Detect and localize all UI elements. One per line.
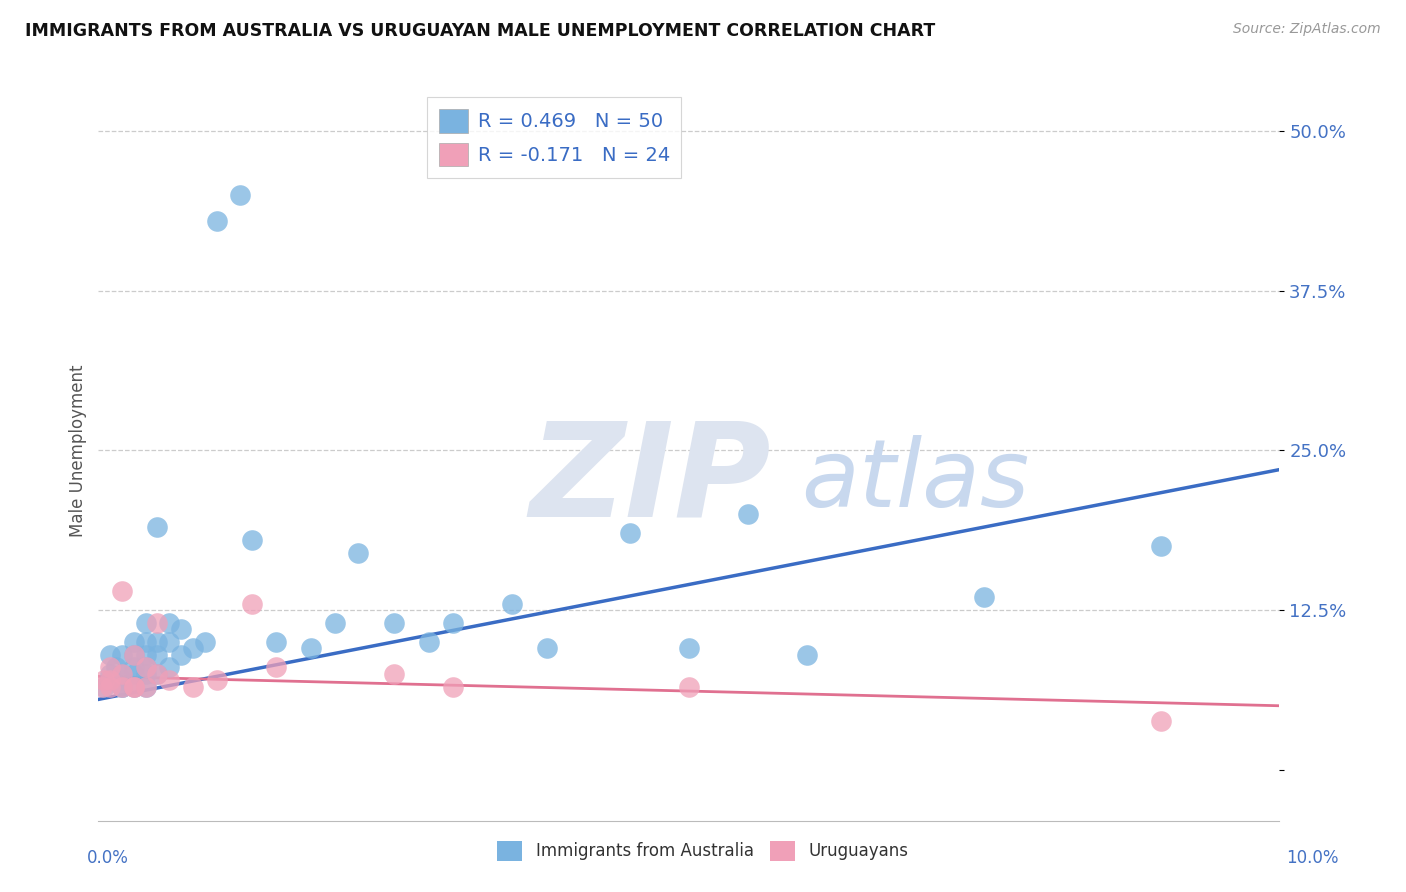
Point <box>146 666 169 681</box>
Point <box>93 673 115 688</box>
Point <box>146 635 169 649</box>
Point <box>441 615 464 630</box>
Point <box>98 673 121 688</box>
Point <box>98 660 121 674</box>
Point <box>111 680 134 694</box>
Point <box>194 635 217 649</box>
Point <box>91 680 114 694</box>
Point <box>678 641 700 656</box>
Y-axis label: Male Unemployment: Male Unemployment <box>69 364 87 537</box>
Point <box>619 526 641 541</box>
Text: IMMIGRANTS FROM AUSTRALIA VS URUGUAYAN MALE UNEMPLOYMENT CORRELATION CHART: IMMIGRANTS FROM AUSTRALIA VS URUGUAYAN M… <box>25 22 935 40</box>
Point <box>98 680 121 694</box>
Text: 10.0%: 10.0% <box>1286 849 1339 867</box>
Point <box>111 583 134 598</box>
Point <box>146 648 169 662</box>
Point <box>135 680 157 694</box>
Point <box>170 622 193 636</box>
Point <box>135 660 157 674</box>
Point <box>264 660 287 674</box>
Point <box>157 615 180 630</box>
Point <box>98 648 121 662</box>
Point <box>93 680 115 694</box>
Point <box>1150 539 1173 553</box>
Point <box>135 648 157 662</box>
Point <box>737 508 759 522</box>
Point <box>111 666 134 681</box>
Point <box>170 648 193 662</box>
Point <box>146 520 169 534</box>
Point <box>382 615 405 630</box>
Point <box>536 641 558 656</box>
Point <box>135 660 157 674</box>
Point <box>229 188 252 202</box>
Point <box>146 615 169 630</box>
Point <box>105 660 128 674</box>
Point <box>240 533 263 547</box>
Point <box>264 635 287 649</box>
Point <box>240 597 263 611</box>
Text: ZIP: ZIP <box>530 417 770 543</box>
Point <box>323 615 346 630</box>
Point <box>146 666 169 681</box>
Point <box>973 591 995 605</box>
Point <box>122 680 145 694</box>
Point <box>122 680 145 694</box>
Point <box>347 545 370 559</box>
Text: Source: ZipAtlas.com: Source: ZipAtlas.com <box>1233 22 1381 37</box>
Legend: Immigrants from Australia, Uruguayans: Immigrants from Australia, Uruguayans <box>491 834 915 868</box>
Point <box>122 660 145 674</box>
Point <box>205 213 228 227</box>
Point <box>157 660 180 674</box>
Point <box>111 648 134 662</box>
Point <box>135 635 157 649</box>
Point <box>157 673 180 688</box>
Point <box>122 648 145 662</box>
Point <box>122 680 145 694</box>
Point <box>111 666 134 681</box>
Point <box>382 666 405 681</box>
Point <box>157 635 180 649</box>
Point <box>122 666 145 681</box>
Point <box>111 680 134 694</box>
Point <box>205 673 228 688</box>
Point <box>678 680 700 694</box>
Point <box>796 648 818 662</box>
Point <box>441 680 464 694</box>
Point <box>299 641 322 656</box>
Point <box>111 673 134 688</box>
Point <box>418 635 440 649</box>
Point <box>1150 714 1173 728</box>
Point <box>122 635 145 649</box>
Point <box>122 648 145 662</box>
Point <box>135 680 157 694</box>
Point <box>181 680 204 694</box>
Point <box>98 673 121 688</box>
Point <box>135 666 157 681</box>
Point <box>501 597 523 611</box>
Point <box>98 666 121 681</box>
Text: atlas: atlas <box>801 434 1029 525</box>
Point <box>111 680 134 694</box>
Point <box>135 615 157 630</box>
Point <box>181 641 204 656</box>
Text: 0.0%: 0.0% <box>87 849 129 867</box>
Legend: R = 0.469   N = 50, R = -0.171   N = 24: R = 0.469 N = 50, R = -0.171 N = 24 <box>427 97 682 178</box>
